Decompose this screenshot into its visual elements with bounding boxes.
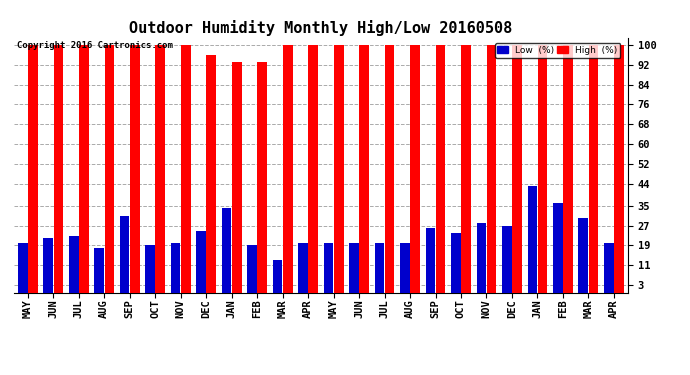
Bar	[375, 243, 384, 292]
Text: Copyright 2016 Cartronics.com: Copyright 2016 Cartronics.com	[17, 41, 172, 50]
Bar	[273, 260, 282, 292]
Title: Outdoor Humidity Monthly High/Low 20160508: Outdoor Humidity Monthly High/Low 201605…	[129, 20, 513, 36]
Bar	[334, 45, 344, 292]
Bar	[54, 45, 63, 292]
Bar	[130, 45, 139, 292]
Bar	[196, 231, 206, 292]
Bar	[385, 45, 395, 292]
Bar	[578, 218, 588, 292]
Bar	[324, 243, 333, 292]
Bar	[28, 45, 38, 292]
Bar	[461, 45, 471, 292]
Bar	[170, 243, 181, 292]
Bar	[527, 186, 538, 292]
Bar	[426, 228, 435, 292]
Bar	[155, 45, 165, 292]
Bar	[553, 203, 562, 292]
Bar	[614, 45, 624, 292]
Bar	[486, 45, 496, 292]
Bar	[512, 45, 522, 292]
Bar	[349, 243, 359, 292]
Legend: Low  (%), High  (%): Low (%), High (%)	[495, 43, 620, 58]
Bar	[18, 243, 28, 292]
Bar	[69, 236, 79, 292]
Bar	[79, 45, 89, 292]
Bar	[359, 45, 369, 292]
Bar	[206, 55, 216, 292]
Bar	[120, 216, 130, 292]
Bar	[181, 45, 190, 292]
Bar	[451, 233, 461, 292]
Bar	[538, 45, 547, 292]
Bar	[308, 45, 318, 292]
Bar	[589, 45, 598, 292]
Bar	[283, 45, 293, 292]
Bar	[411, 45, 420, 292]
Bar	[146, 246, 155, 292]
Bar	[477, 223, 486, 292]
Bar	[221, 209, 231, 292]
Bar	[104, 45, 115, 292]
Bar	[247, 246, 257, 292]
Bar	[232, 62, 241, 292]
Bar	[43, 238, 53, 292]
Bar	[298, 243, 308, 292]
Bar	[502, 226, 512, 292]
Bar	[257, 62, 267, 292]
Bar	[604, 243, 613, 292]
Bar	[436, 45, 446, 292]
Bar	[95, 248, 104, 292]
Bar	[400, 243, 410, 292]
Bar	[563, 45, 573, 292]
